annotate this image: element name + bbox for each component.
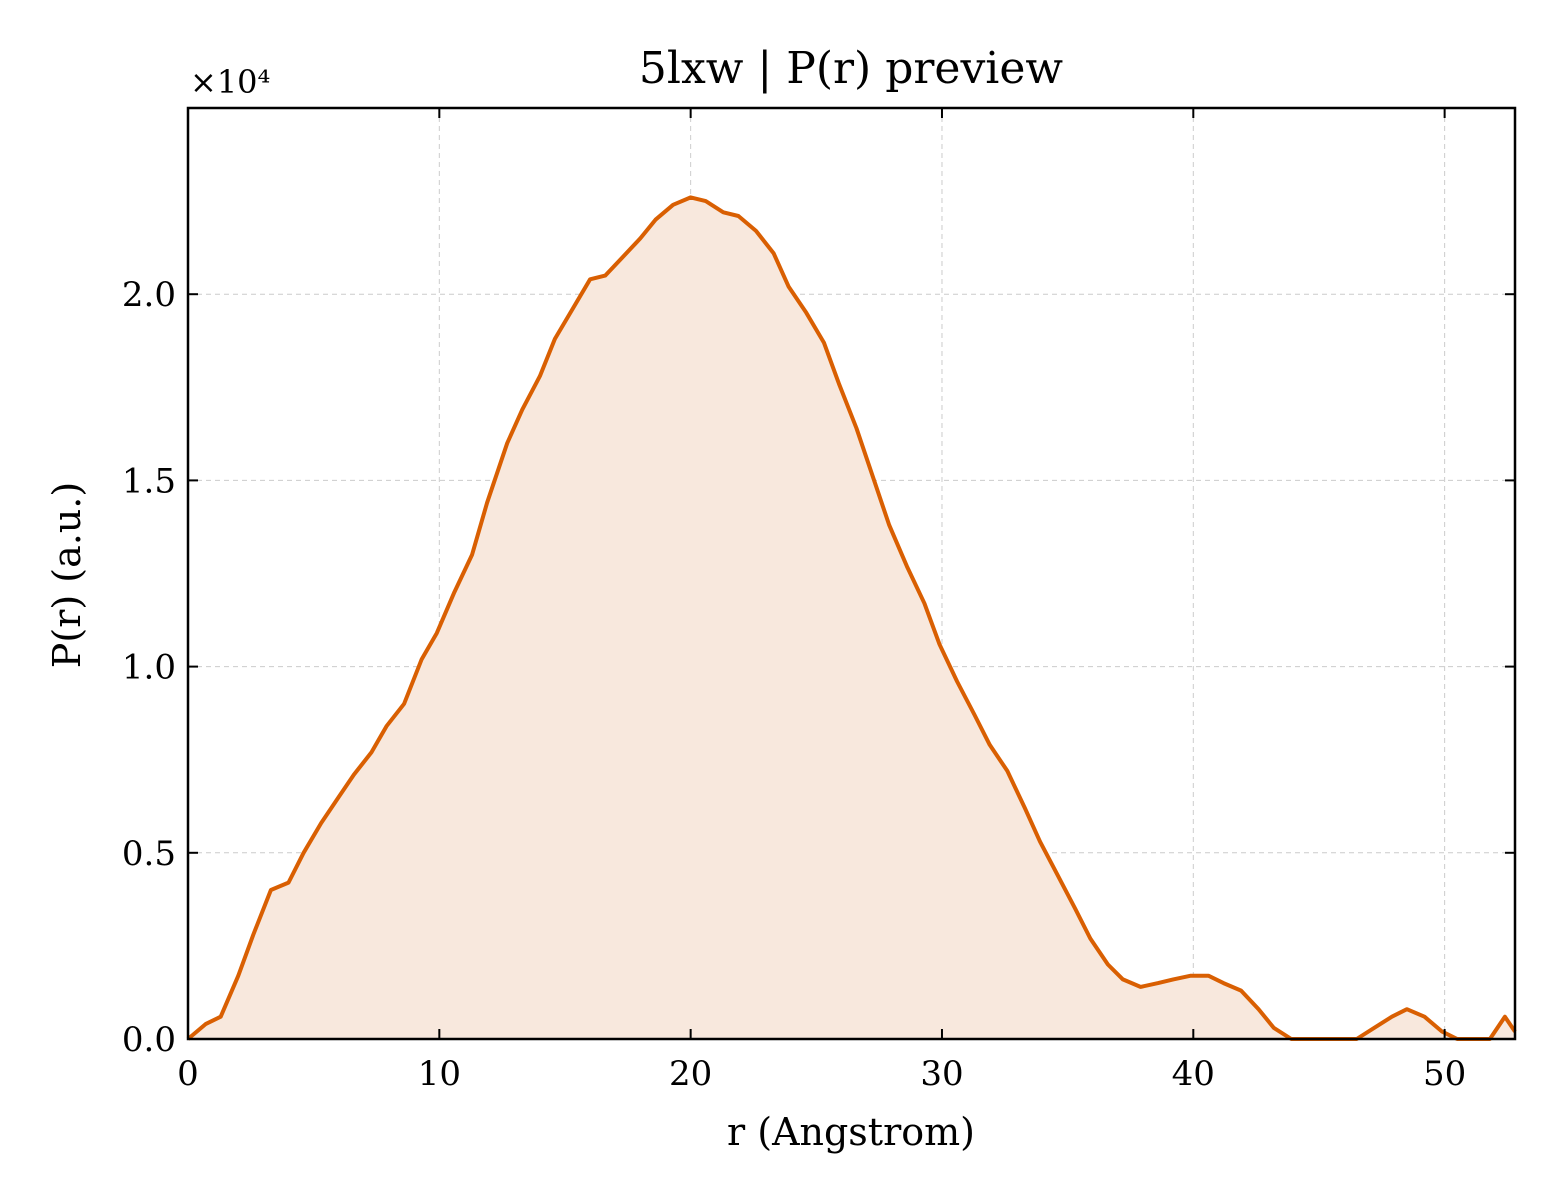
y-tick-label: 1.0 <box>122 648 176 688</box>
tick-layer: 0 10 20 30 40 50 0.0 0.5 1.0 1.5 2.0 <box>122 108 1515 1094</box>
x-tick-label: 30 <box>920 1054 963 1094</box>
y-tick-label: 1.5 <box>122 461 176 501</box>
y-multiplier-label: ×10⁴ <box>190 63 270 101</box>
x-tick-label: 20 <box>669 1054 712 1094</box>
x-tick-label: 10 <box>418 1054 461 1094</box>
fill-layer <box>188 197 1515 1039</box>
x-tick-label: 0 <box>177 1054 199 1094</box>
x-axis-label: r (Angstrom) <box>727 1110 975 1154</box>
y-tick-label: 0.5 <box>122 834 176 874</box>
y-tick-label: 0.0 <box>122 1020 176 1060</box>
y-tick-label: 2.0 <box>122 275 176 315</box>
x-tick-label: 40 <box>1172 1054 1215 1094</box>
y-axis-label: P(r) (a.u.) <box>45 482 89 668</box>
pr-area-fill <box>188 197 1515 1039</box>
plot-frame <box>186 106 1517 1041</box>
chart-title: 5lxw | P(r) preview <box>639 43 1064 94</box>
x-tick-label: 50 <box>1423 1054 1466 1094</box>
